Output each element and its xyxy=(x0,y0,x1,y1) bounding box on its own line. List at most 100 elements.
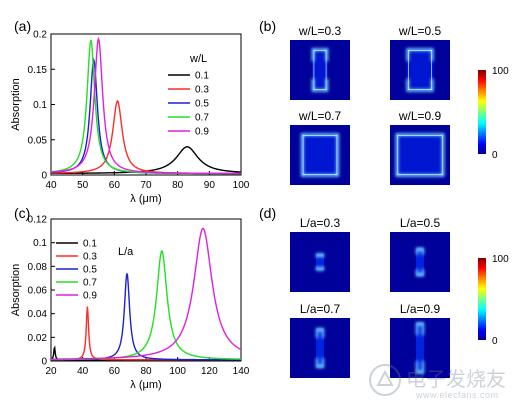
colorbar-min: 0 xyxy=(492,150,498,161)
y-tick-label: 0.12 xyxy=(28,215,48,226)
field-map xyxy=(290,125,350,185)
x-axis-title: λ (μm) xyxy=(130,193,161,205)
x-axis-title: λ (μm) xyxy=(130,379,161,391)
field-hotspots xyxy=(406,48,434,92)
field-maps-d: L/a=0.3 L/a=0.5 L/a=0.7 L/a=0.9 100 0 xyxy=(290,216,509,378)
series-line-0.7 xyxy=(51,249,241,361)
panel-label-c: (c) xyxy=(14,205,30,221)
legend-label-0.1: 0.1 xyxy=(195,71,209,82)
panel-label-d: (d) xyxy=(259,205,276,221)
x-tick-label: 60 xyxy=(109,180,121,191)
x-tick-label: 80 xyxy=(172,180,184,191)
y-tick-label: 0.15 xyxy=(28,65,48,76)
legend-title: w/L xyxy=(189,53,207,65)
watermark-brand: 电子发烧友 xyxy=(406,369,506,391)
y-tick-label: 0 xyxy=(41,171,47,182)
x-tick-label: 20 xyxy=(45,366,57,377)
series-lines xyxy=(51,227,241,361)
colorbar-max: 100 xyxy=(492,254,509,265)
legend: w/L 0.1 0.3 0.5 0.7 0.9 xyxy=(168,53,209,138)
series-line-0.9 xyxy=(51,36,241,175)
panel-label-a: (a) xyxy=(14,18,31,34)
legend-label-0.3: 0.3 xyxy=(195,85,209,96)
legend-label-0.5: 0.5 xyxy=(195,99,209,110)
y-tick-label: 0.08 xyxy=(28,262,48,273)
x-tick-label: 90 xyxy=(204,180,216,191)
field-map xyxy=(390,318,450,378)
field-map xyxy=(290,232,350,292)
field-resonator xyxy=(395,133,445,177)
y-tick-label: 0.05 xyxy=(28,135,48,146)
field-map xyxy=(290,40,350,100)
x-tick-label: 40 xyxy=(45,180,57,191)
y-tick-label: 0.04 xyxy=(28,309,48,320)
y-tick-label: 0.1 xyxy=(33,238,47,249)
field-resonator xyxy=(311,48,329,92)
legend-label-0.9: 0.9 xyxy=(195,127,209,138)
field-hotspots xyxy=(416,247,424,277)
field-map-title: L/a=0.5 xyxy=(400,216,441,230)
field-map-title: w/L=0.3 xyxy=(298,24,342,38)
legend-label-0.1: 0.1 xyxy=(83,239,97,250)
x-tick-label: 120 xyxy=(201,366,218,377)
field-map-title: w/L=0.7 xyxy=(298,109,342,123)
series-lines xyxy=(51,36,241,175)
field-map-title: L/a=0.9 xyxy=(400,302,441,316)
series-line-0.5 xyxy=(51,57,241,175)
colorbar xyxy=(478,70,486,154)
colorbar xyxy=(478,258,486,340)
x-tick-label: 80 xyxy=(140,366,152,377)
x-tick-label: 140 xyxy=(233,366,250,377)
field-hotspots xyxy=(301,133,339,177)
y-tick-label: 0.02 xyxy=(28,333,48,344)
panel-label-b: (b) xyxy=(259,18,276,34)
y-axis-title: Absorption xyxy=(10,264,22,317)
legend-label-0.5: 0.5 xyxy=(83,265,97,276)
x-tick-label: 70 xyxy=(140,180,152,191)
watermark-logo-icon xyxy=(369,364,401,396)
chart-a: 40 50 60 70 80 90 100 0 0.05 0.1 0.15 0.2 λ (μm) Abso… xyxy=(10,30,250,206)
legend-label-0.7: 0.7 xyxy=(83,278,97,289)
field-hotspots xyxy=(311,48,329,92)
series-line-0.1 xyxy=(51,146,241,175)
colorbar-min: 0 xyxy=(492,336,498,347)
field-map-title: L/a=0.7 xyxy=(300,302,341,316)
x-tick-label: 100 xyxy=(233,180,250,191)
field-resonator xyxy=(301,133,339,177)
field-map xyxy=(390,232,450,292)
watermark-url: www.elecfans.com xyxy=(416,390,499,400)
y-tick-label: 0.2 xyxy=(33,30,47,41)
series-line-0.9 xyxy=(51,227,241,360)
legend-label-0.9: 0.9 xyxy=(83,291,97,302)
field-map xyxy=(290,318,350,378)
field-map-title: w/L=0.9 xyxy=(398,109,442,123)
field-resonator xyxy=(416,322,424,374)
legend-label-0.7: 0.7 xyxy=(195,113,209,124)
legend-title: L/a xyxy=(118,246,134,258)
y-tick-label: 0.1 xyxy=(33,100,47,111)
field-map xyxy=(390,125,450,185)
y-tick-label: 0.06 xyxy=(28,286,48,297)
colorbar-max: 100 xyxy=(492,66,509,77)
legend-label-0.3: 0.3 xyxy=(83,252,97,263)
watermark: 电子发烧友 www.elecfans.com xyxy=(368,361,508,405)
series-line-0.3 xyxy=(51,306,241,361)
chart-c: 20 40 60 80 100 120 140 0 0.02 0.04 0.06 0.08 0.1 0.1… xyxy=(10,215,250,392)
field-hotspots xyxy=(316,253,324,271)
field-hotspots xyxy=(316,328,324,368)
plot-frame xyxy=(50,218,242,362)
y-axis-title: Absorption xyxy=(10,78,22,131)
series-line-0.7 xyxy=(51,39,241,175)
field-hotspots xyxy=(395,133,445,177)
x-tick-label: 100 xyxy=(169,366,186,377)
legend: L/a 0.1 0.3 0.5 0.7 0.9 xyxy=(56,239,134,302)
x-tick-label: 50 xyxy=(77,180,89,191)
x-tick-label: 40 xyxy=(77,366,89,377)
y-tick-label: 0 xyxy=(41,357,47,368)
field-resonator xyxy=(316,253,324,271)
field-resonator xyxy=(406,48,434,92)
field-map xyxy=(390,40,450,100)
field-map-title: w/L=0.5 xyxy=(398,24,442,38)
x-tick-label: 60 xyxy=(109,366,121,377)
